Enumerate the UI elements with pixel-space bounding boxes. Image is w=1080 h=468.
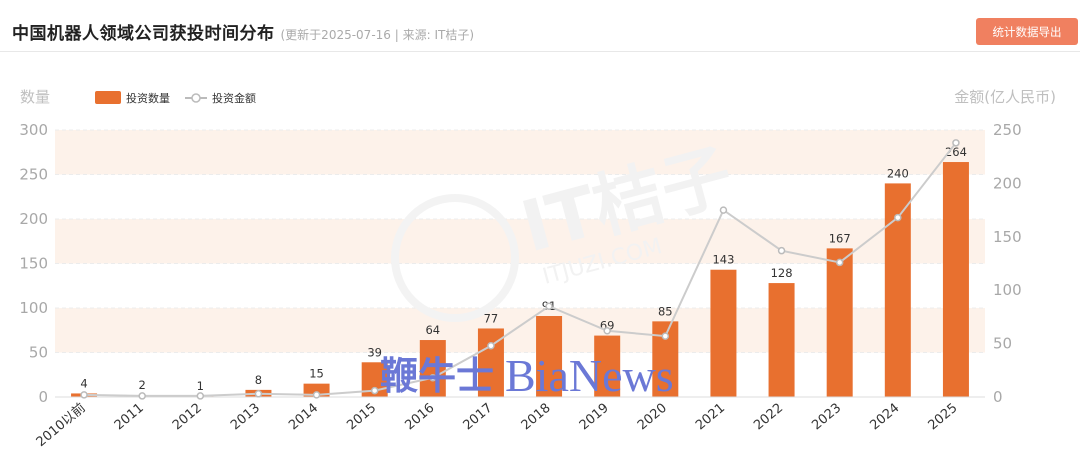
x-axis-tick: 2022 (751, 401, 786, 434)
amount-point (661, 332, 670, 340)
grid-band (55, 130, 985, 175)
y-axis-left-tick: 50 (29, 344, 48, 362)
investment-chart: IT桔子ITJUZI.COM05010015020025030005010015… (19, 88, 1056, 450)
chart-header: 中国机器人领域公司获投时间分布 (更新于2025-07-16 | 来源: IT桔子… (0, 0, 1080, 52)
x-axis-tick: 2013 (228, 401, 263, 434)
bar-value-label: 1 (197, 379, 204, 393)
watermark-logo-icon (391, 194, 519, 322)
y-axis-right-tick: 200 (993, 174, 1022, 192)
bar-value-label: 77 (484, 311, 499, 325)
y-axis-right-tick: 50 (993, 335, 1012, 353)
y-axis-left-tick: 250 (19, 166, 48, 184)
legend-bar-swatch (95, 91, 121, 104)
y-axis-right-tick: 0 (993, 388, 1003, 406)
legend-line-label: 投资金额 (212, 91, 256, 105)
bar-value-label: 64 (425, 323, 440, 337)
y-axis-left-tick: 100 (19, 299, 48, 317)
overlay-watermark-en: BiaNews (505, 350, 674, 401)
amount-point (777, 246, 786, 255)
y-axis-right-tick: 100 (993, 281, 1022, 299)
chart-title: 中国机器人领域公司获投时间分布 (12, 24, 275, 44)
x-axis-tick: 2015 (344, 401, 379, 434)
x-axis-tick: 2017 (461, 401, 496, 434)
overlay-watermark-cn: 鞭牛士 (380, 353, 494, 398)
y-axis-left-tick: 300 (19, 121, 48, 139)
bar-value-label: 2 (139, 378, 146, 392)
amount-point (312, 391, 321, 399)
bar (594, 335, 621, 397)
bar-value-label: 8 (255, 373, 262, 387)
y-axis-left-title: 数量 (20, 88, 50, 106)
amount-point (835, 258, 844, 267)
bar (942, 162, 969, 397)
y-axis-right-tick: 150 (993, 228, 1022, 246)
amount-series-line (84, 142, 957, 397)
legend-bar-label: 投资数量 (126, 91, 170, 105)
header-divider (0, 51, 1080, 52)
bar (536, 316, 563, 397)
x-axis-tick: 2021 (693, 401, 728, 434)
y-axis-right-tick: 250 (993, 121, 1022, 139)
bar (419, 340, 446, 397)
bar (768, 283, 795, 397)
bar (826, 248, 853, 397)
amount-point (603, 327, 611, 335)
bar-value-label: 85 (658, 304, 673, 318)
bar-value-label: 39 (367, 345, 382, 359)
amount-point (894, 213, 902, 222)
page-title: 中国机器人领域公司获投时间分布 (更新于2025-07-16 | 来源: IT桔子… (12, 19, 474, 44)
update-source-note: (更新于2025-07-16 | 来源: IT桔子) (280, 28, 475, 42)
amount-point (719, 206, 728, 214)
amount-point (254, 390, 263, 398)
x-axis-tick: 2010以前 (33, 400, 89, 450)
y-axis-right-title: 金额(亿人民币) (954, 88, 1056, 106)
x-axis-tick: 2018 (519, 401, 554, 434)
amount-point (196, 392, 205, 400)
amount-point (487, 341, 495, 350)
amount-point (138, 392, 146, 400)
amount-point (952, 139, 960, 147)
bar (710, 269, 737, 397)
x-axis-tick: 2023 (809, 401, 844, 434)
bar-value-label: 128 (771, 266, 793, 280)
x-axis-tick: 2019 (577, 401, 612, 434)
amount-point (545, 302, 553, 310)
y-axis-left-tick: 200 (19, 210, 48, 228)
bar-value-label: 143 (712, 253, 734, 267)
x-axis-tick: 2011 (112, 401, 147, 434)
legend-line-marker-icon (191, 93, 201, 103)
export-data-button[interactable]: 统计数据导出 (976, 18, 1078, 45)
x-axis-tick: 2012 (170, 401, 205, 434)
x-axis-tick: 2014 (286, 401, 321, 434)
x-axis-tick: 2016 (402, 401, 437, 434)
x-axis-tick: 2024 (867, 401, 902, 434)
y-axis-left-tick: 0 (38, 388, 48, 406)
bar-value-label: 4 (80, 376, 87, 390)
x-axis-tick: 2020 (635, 401, 670, 434)
amount-point (80, 391, 88, 399)
y-axis-left-tick: 150 (19, 255, 48, 273)
amount-point (370, 386, 379, 395)
bar-value-label: 15 (309, 367, 324, 381)
x-axis-tick: 2025 (926, 401, 961, 434)
bar-value-label: 167 (829, 231, 851, 245)
amount-point (429, 374, 437, 382)
bar-value-label: 240 (887, 166, 909, 180)
